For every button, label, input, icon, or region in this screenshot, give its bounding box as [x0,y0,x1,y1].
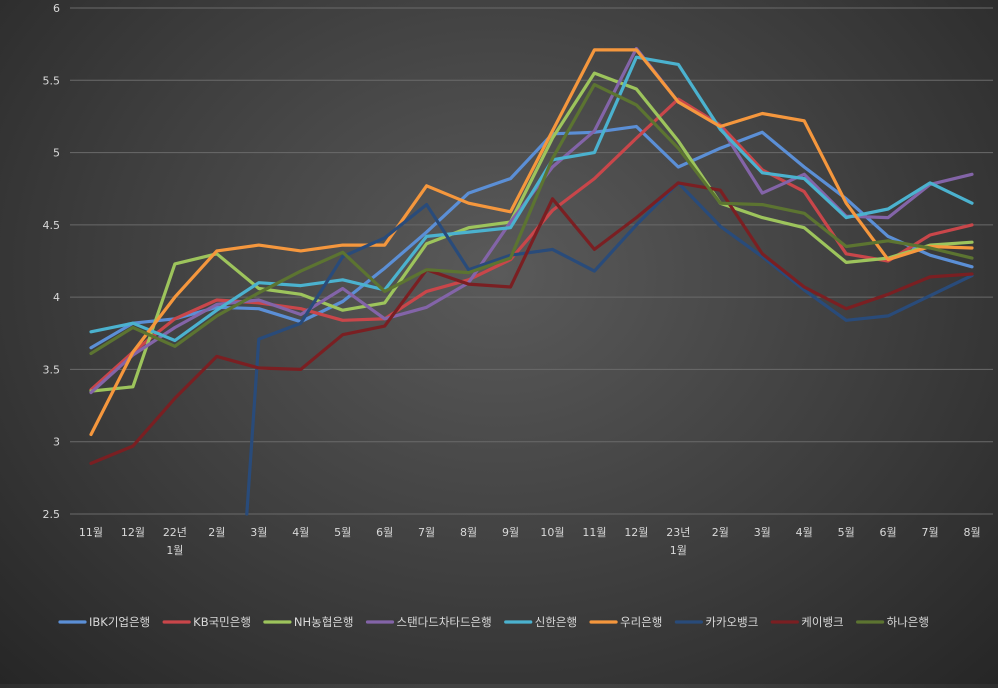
x-tick-label: 11월 [582,526,606,539]
x-tick-label: 9월 [502,526,519,539]
x-tick-label: 7월 [922,526,939,539]
legend-item: 스탠다드차타드은행 [365,615,492,629]
legend: IBK기업은행 KB국민은행 NH농협은행 스탠다드차타드은행 신한은행 우리은행 카카오뱅… [58,615,929,629]
gridlines [70,7,993,515]
x-tick-label: 2월 [208,526,225,539]
legend-item: KB국민은행 [162,615,251,629]
series-line [89,48,974,437]
legend-item: 신한은행 [504,615,577,629]
legend-item: 카카오뱅크 [674,615,758,629]
series-line [89,46,974,395]
x-tick-label: 2월 [712,526,729,539]
x-tick-label: 5월 [838,526,855,539]
legend-label: 우리은행 [620,615,662,629]
y-tick-label: 5.5 [43,74,61,87]
legend-label: 카카오뱅크 [705,615,758,629]
series-line [89,124,974,350]
legend-item: 우리은행 [589,615,662,629]
x-tick-label: 11월 [79,526,103,539]
series-line [245,181,974,516]
legend-item: IBK기업은행 [58,615,150,629]
series-line [89,83,974,356]
legend-label: 하나은행 [887,615,929,629]
y-tick-label: 3 [53,436,60,449]
y-tick-label: 4 [53,291,60,304]
y-tick-label: 3.5 [43,363,61,376]
legend-label: 스탠다드차타드은행 [397,615,492,629]
legend-item: 케이뱅크 [770,615,844,629]
x-tick-label: 3월 [754,526,771,539]
x-tick-label: 12월 [121,526,145,539]
legend-label: KB국민은행 [193,615,251,629]
x-tick-label: 4월 [292,526,309,539]
series-line [89,181,974,465]
x-tick-label: 23년 1월 [666,526,690,557]
x-tick-label: 7월 [418,526,435,539]
x-tick-label: 4월 [796,526,813,539]
x-tick-label: 10월 [540,526,564,539]
x-tick-label: 8월 [460,526,477,539]
legend-label: 신한은행 [535,615,577,629]
series-line [89,71,974,393]
y-tick-label: 2.5 [43,508,61,521]
axes: 2.5 3 3.5 4 4.5 5 5.5 6 11월 12월 22년 1월 2월 3월 4월 5월 6월 7월 8… [43,2,981,557]
legend-label: IBK기업은행 [89,615,150,629]
y-tick-label: 5 [53,147,60,160]
legend-item: NH농협은행 [263,615,354,629]
legend-item: 하나은행 [856,615,929,629]
legend-label: 케이뱅크 [801,615,843,629]
x-tick-label: 6월 [880,526,897,539]
x-tick-label: 5월 [334,526,351,539]
x-tick-label: 6월 [376,526,393,539]
x-tick-label: 12월 [624,526,648,539]
x-tick-label: 22년 1월 [163,526,187,557]
y-tick-label: 4.5 [43,219,61,232]
x-tick-label: 3월 [250,526,267,539]
series-lines [89,46,974,516]
x-tick-label: 8월 [963,526,980,539]
series-line [89,55,974,343]
legend-label: NH농협은행 [294,615,354,629]
y-tick-label: 6 [53,2,60,15]
